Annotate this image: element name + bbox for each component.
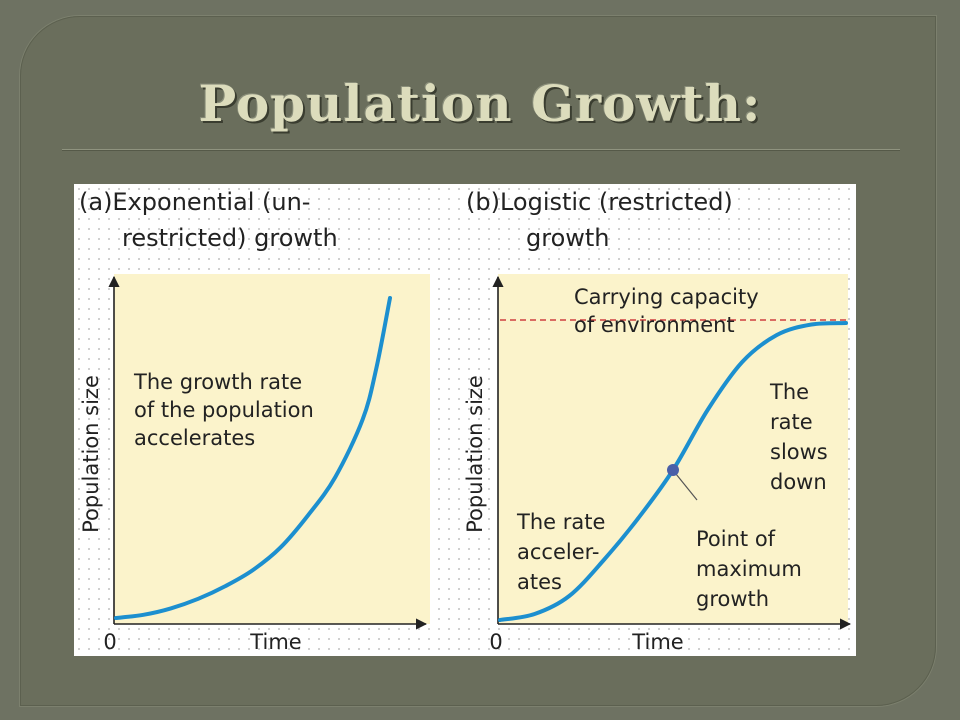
panel-a-annotation-line-2: of the population <box>134 398 314 422</box>
panel-a-x-axis-label: Time <box>249 630 301 654</box>
panel-a-series-line <box>114 296 392 620</box>
panel-b-capacity-label-line-2: of environment <box>574 313 735 337</box>
panel-b-max-growth-label-line-2: maximum <box>696 557 802 581</box>
panel-b-slows-label-line-1: The <box>769 380 809 404</box>
panel-b-slows-label-line-2: rate <box>770 410 813 434</box>
panel-b-x-tick-0: 0 <box>489 630 502 654</box>
figure: (a)Exponential (un- restricted) growth T… <box>74 184 856 656</box>
panel-b-inflection-pointer <box>675 473 698 501</box>
panel-a-x-tick-0: 0 <box>103 630 116 654</box>
panel-b-x-axis-label: Time <box>631 630 683 654</box>
panel-b-slows-label-line-3: slows <box>770 440 828 464</box>
panel-a: (a)Exponential (un- restricted) growth T… <box>79 188 430 654</box>
panel-b-accelerates-label-line-2: acceler- <box>517 540 600 564</box>
panel-b-plot-background <box>498 274 848 624</box>
title-divider <box>62 149 900 151</box>
panel-a-annotation-line-3: accelerates <box>134 426 255 450</box>
panel-b-capacity-label-line-1: Carrying capacity <box>574 285 759 309</box>
panel-a-y-axis-label: Population size <box>79 375 103 533</box>
panel-b-title-line-1: (b)Logistic (restricted) <box>466 188 733 216</box>
population-growth-figure: (a)Exponential (un- restricted) growth T… <box>79 188 852 654</box>
panel-a-title-line-1: (a)Exponential (un- <box>79 188 310 216</box>
panel-b-title-line-2: growth <box>526 224 610 252</box>
panel-b-y-axis-label: Population size <box>463 375 487 533</box>
panel-b-slows-label-line-4: down <box>770 470 827 494</box>
panel-b-max-growth-label-line-1: Point of <box>696 527 776 551</box>
slide-title: Population Growth: <box>198 74 762 133</box>
panel-b: (b)Logistic (restricted) growth Carrying… <box>463 188 852 654</box>
panel-a-title-line-2: restricted) growth <box>122 224 338 252</box>
panel-b-max-growth-label-line-3: growth <box>696 587 769 611</box>
panel-b-inflection-point <box>667 464 679 476</box>
panel-b-accelerates-label-line-1: The rate <box>516 510 605 534</box>
panel-a-plot-background <box>114 274 430 624</box>
panel-a-annotation-line-1: The growth rate <box>133 370 302 394</box>
panel-b-accelerates-label-line-3: ates <box>517 570 562 594</box>
